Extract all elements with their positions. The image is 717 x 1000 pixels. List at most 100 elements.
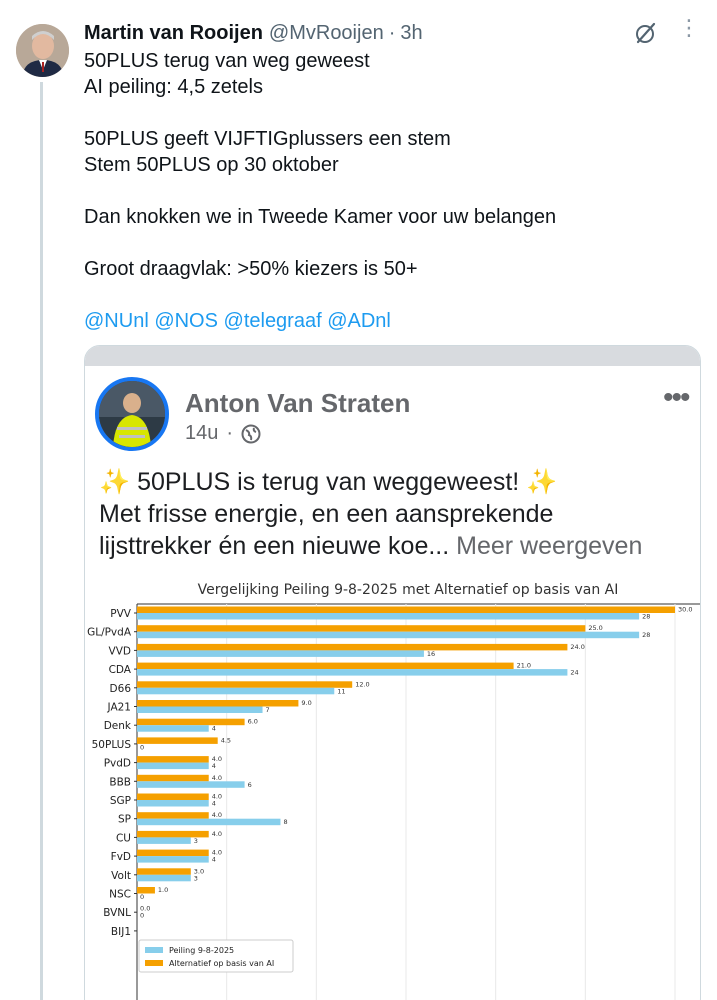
attached-image-card[interactable]: Anton Van Straten 14u · ••• ✨ 50PLUS is …: [84, 345, 701, 1000]
data-label-alternatief: 4.0: [212, 849, 222, 857]
category-label: SP: [118, 814, 131, 826]
data-label-alternatief: 3.0: [194, 867, 204, 875]
data-label-peiling: 28: [642, 613, 650, 621]
data-label-alternatief: 4.0: [212, 793, 222, 801]
category-label: FvD: [111, 851, 131, 863]
bar-peiling: [137, 725, 209, 732]
bar-alternatief: [137, 774, 209, 782]
bar-peiling: [137, 874, 191, 882]
post-meta: 14u ·: [185, 422, 261, 445]
bar-alternatief: [137, 812, 209, 819]
post-line-with-more: lijsttrekker én een nieuwe koe... Meer w…: [99, 530, 699, 562]
data-label-alternatief: 4.0: [212, 811, 222, 819]
data-label-alternatief: 25.0: [588, 624, 602, 632]
tweet-line: Groot draagvlak: >50% kiezers is 50+: [84, 258, 418, 280]
post-age: 14u: [185, 422, 219, 444]
category-label: PvdD: [104, 758, 131, 770]
data-label-peiling: 3: [194, 874, 198, 882]
data-label-peiling: 6: [248, 781, 252, 789]
category-label: CDA: [109, 664, 132, 676]
category-label: VVD: [109, 645, 131, 657]
category-label: BVNL: [103, 907, 131, 919]
category-label: D66: [110, 683, 132, 695]
more-options-icon[interactable]: ⋮: [678, 15, 700, 40]
legend-swatch-peiling: [145, 947, 163, 953]
bar-alternatief: [137, 606, 675, 613]
legend-label-peiling: Peiling 9-8-2025: [169, 946, 234, 955]
category-label: CU: [116, 832, 131, 844]
category-label: GL/PvdA: [87, 627, 132, 639]
tweet-mentions[interactable]: @NUnl @NOS @telegraaf @ADnl: [84, 310, 391, 332]
bar-alternatief: [137, 868, 191, 875]
post-line: ✨ 50PLUS is terug van weggeweest! ✨: [99, 468, 558, 496]
bar-alternatief: [137, 793, 209, 800]
post-author-name: Anton Van Straten: [185, 388, 411, 418]
bar-alternatief: [137, 849, 209, 857]
globe-icon: [241, 424, 261, 444]
bar-alternatief: [137, 643, 568, 651]
legend-swatch-alternatief: [145, 960, 163, 966]
bar-alternatief: [137, 625, 586, 632]
post-line: Met frisse energie, en een aansprekende: [99, 500, 554, 528]
bar-alternatief: [137, 718, 245, 726]
bar-alternatief: [137, 830, 209, 838]
card-top-strip: [85, 346, 700, 366]
author-avatar[interactable]: [16, 24, 69, 77]
data-label-peiling: 4: [212, 800, 216, 808]
data-label-alternatief: 4.0: [212, 755, 222, 763]
category-label: Denk: [104, 720, 132, 732]
post-line: lijsttrekker én een nieuwe koe...: [99, 532, 450, 560]
data-label-peiling: 7: [266, 706, 270, 714]
tweet-line: Dan knokken we in Tweede Kamer voor uw b…: [84, 206, 557, 228]
author-handle[interactable]: @MvRooijen: [268, 21, 384, 44]
tweet-line: [84, 282, 704, 308]
data-label-alternatief: 6.0: [248, 718, 258, 726]
data-label-alternatief: 4.5: [221, 736, 231, 744]
tweet-timestamp[interactable]: 3h: [400, 21, 423, 44]
category-label: BBB: [109, 776, 131, 788]
data-label-alternatief: 1.0: [158, 886, 168, 894]
header-separator: ·: [388, 21, 396, 44]
data-label-alternatief: 4.0: [212, 830, 222, 838]
post-author-avatar: [95, 377, 169, 451]
post-avatar-photo: [99, 381, 165, 447]
bar-peiling: [137, 781, 245, 788]
tweet-line: Stem 50PLUS op 30 oktober: [84, 154, 339, 176]
bar-peiling: [137, 631, 640, 639]
grok-icon[interactable]: [634, 21, 658, 45]
bar-peiling: [137, 837, 191, 844]
category-label: BIJ1: [111, 926, 131, 938]
legend-box: [138, 939, 294, 973]
bar-alternatief: [137, 887, 155, 894]
see-more-link: Meer weergeven: [456, 532, 643, 560]
tweet-body: 50PLUS terug van weg geweest AI peiling:…: [84, 48, 704, 334]
author-name[interactable]: Martin van Rooijen: [84, 21, 263, 44]
data-label-peiling: 0: [140, 743, 144, 751]
data-label-alternatief: 12.0: [355, 680, 369, 688]
data-label-alternatief: 24.0: [570, 643, 584, 651]
data-label-peiling: 28: [642, 631, 650, 639]
bar-alternatief: [137, 681, 353, 688]
bar-peiling: [137, 650, 424, 657]
post-meta-separator: ·: [226, 422, 234, 444]
data-label-peiling: 0: [140, 893, 144, 901]
data-label-alternatief: 0.0: [140, 905, 150, 913]
tweet-line: AI peiling: 4,5 zetels: [84, 76, 263, 98]
chart-title: Vergelijking Peiling 9-8-2025 met Altern…: [198, 582, 619, 598]
bar-peiling: [137, 613, 640, 620]
chart-svg: Vergelijking Peiling 9-8-2025 met Altern…: [87, 582, 700, 1000]
bar-alternatief: [137, 662, 514, 670]
legend-label-alternatief: Alternatief op basis van AI: [169, 959, 274, 968]
data-label-alternatief: 30.0: [678, 606, 692, 614]
bar-peiling: [137, 856, 209, 863]
bar-peiling: [137, 818, 281, 826]
tweet-header: Martin van Rooijen @MvRooijen · 3h: [84, 20, 423, 46]
bar-peiling: [137, 687, 335, 695]
data-label-peiling: 3: [194, 837, 198, 845]
data-label-peiling: 4: [212, 725, 216, 733]
bar-alternatief: [137, 700, 299, 707]
tweet-line: [84, 100, 704, 126]
tweet-line: [84, 178, 704, 204]
data-label-alternatief: 21.0: [517, 662, 531, 670]
data-label-peiling: 16: [427, 650, 435, 658]
